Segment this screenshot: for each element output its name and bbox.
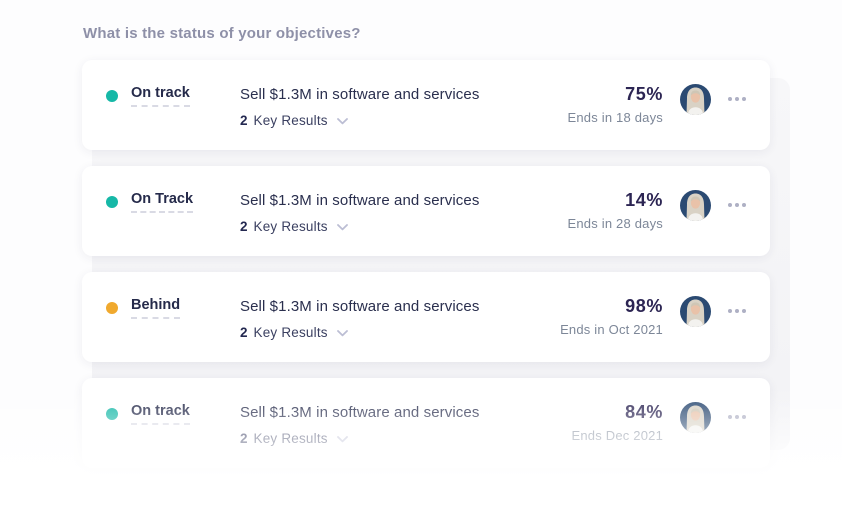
objective-title[interactable]: Sell $1.3M in software and services xyxy=(240,192,480,209)
page-title: What is the status of your objectives? xyxy=(83,25,361,42)
dot-icon xyxy=(728,415,732,419)
due-date: Ends Dec 2021 xyxy=(571,428,663,443)
user-avatar-image xyxy=(680,402,711,433)
metrics-group: 14% Ends in 28 days xyxy=(543,191,663,231)
dot-icon xyxy=(742,97,746,101)
status-label[interactable]: On Track xyxy=(131,191,194,213)
more-options-button[interactable] xyxy=(728,203,746,207)
status-group: On track xyxy=(106,85,240,107)
due-date: Ends in Oct 2021 xyxy=(560,322,663,337)
objective-title[interactable]: Sell $1.3M in software and services xyxy=(240,86,480,103)
key-results-label: Key Results xyxy=(253,325,328,340)
chevron-down-icon xyxy=(336,436,348,443)
owner-avatar[interactable] xyxy=(680,84,711,115)
progress-percent: 84% xyxy=(625,402,663,422)
chevron-down-icon xyxy=(336,224,348,231)
key-results-label: Key Results xyxy=(253,431,328,446)
key-results-label: Key Results xyxy=(253,113,328,128)
dot-icon xyxy=(742,309,746,313)
user-avatar-image xyxy=(680,84,711,115)
key-results-toggle[interactable]: 2 Key Results xyxy=(240,113,543,128)
status-group: On Track xyxy=(106,191,240,213)
dot-icon xyxy=(735,415,739,419)
status-label[interactable]: On track xyxy=(131,403,190,425)
status-dot-icon xyxy=(106,90,118,102)
user-avatar-image xyxy=(680,190,711,221)
objective-main: Sell $1.3M in software and services 2 Ke… xyxy=(240,85,543,128)
dot-icon xyxy=(735,97,739,101)
key-results-toggle[interactable]: 2 Key Results xyxy=(240,219,543,234)
key-results-toggle[interactable]: 2 Key Results xyxy=(240,431,543,446)
objective-main: Sell $1.3M in software and services 2 Ke… xyxy=(240,403,543,446)
objectives-list: On track Sell $1.3M in software and serv… xyxy=(82,60,770,484)
dot-icon xyxy=(742,415,746,419)
progress-percent: 14% xyxy=(625,190,663,210)
dot-icon xyxy=(728,97,732,101)
objective-main: Sell $1.3M in software and services 2 Ke… xyxy=(240,191,543,234)
metrics-group: 84% Ends Dec 2021 xyxy=(543,403,663,443)
objective-card: On track Sell $1.3M in software and serv… xyxy=(82,378,770,468)
chevron-down-icon xyxy=(336,118,348,125)
due-date: Ends in 28 days xyxy=(567,216,663,231)
key-results-count: 2 xyxy=(240,431,248,446)
status-dot-icon xyxy=(106,196,118,208)
status-group: On track xyxy=(106,403,240,425)
owner-avatar[interactable] xyxy=(680,190,711,221)
chevron-down-icon xyxy=(336,330,348,337)
status-label[interactable]: Behind xyxy=(131,297,181,319)
objective-card: On track Sell $1.3M in software and serv… xyxy=(82,60,770,150)
more-options-button[interactable] xyxy=(728,415,746,419)
user-avatar-image xyxy=(680,296,711,327)
owner-avatar[interactable] xyxy=(680,296,711,327)
status-group: Behind xyxy=(106,297,240,319)
more-options-button[interactable] xyxy=(728,309,746,313)
owner-avatar[interactable] xyxy=(680,402,711,433)
objective-card: On Track Sell $1.3M in software and serv… xyxy=(82,166,770,256)
metrics-group: 98% Ends in Oct 2021 xyxy=(543,297,663,337)
dot-icon xyxy=(728,309,732,313)
status-dot-icon xyxy=(106,302,118,314)
progress-percent: 75% xyxy=(625,84,663,104)
objective-title[interactable]: Sell $1.3M in software and services xyxy=(240,298,480,315)
key-results-count: 2 xyxy=(240,325,248,340)
objective-main: Sell $1.3M in software and services 2 Ke… xyxy=(240,297,543,340)
more-options-button[interactable] xyxy=(728,97,746,101)
due-date: Ends in 18 days xyxy=(567,110,663,125)
objective-title[interactable]: Sell $1.3M in software and services xyxy=(240,404,480,421)
dot-icon xyxy=(742,203,746,207)
key-results-toggle[interactable]: 2 Key Results xyxy=(240,325,543,340)
metrics-group: 75% Ends in 18 days xyxy=(543,85,663,125)
objective-card: Behind Sell $1.3M in software and servic… xyxy=(82,272,770,362)
key-results-count: 2 xyxy=(240,219,248,234)
status-label[interactable]: On track xyxy=(131,85,190,107)
dot-icon xyxy=(728,203,732,207)
status-dot-icon xyxy=(106,408,118,420)
dot-icon xyxy=(735,309,739,313)
dot-icon xyxy=(735,203,739,207)
key-results-count: 2 xyxy=(240,113,248,128)
progress-percent: 98% xyxy=(625,296,663,316)
key-results-label: Key Results xyxy=(253,219,328,234)
